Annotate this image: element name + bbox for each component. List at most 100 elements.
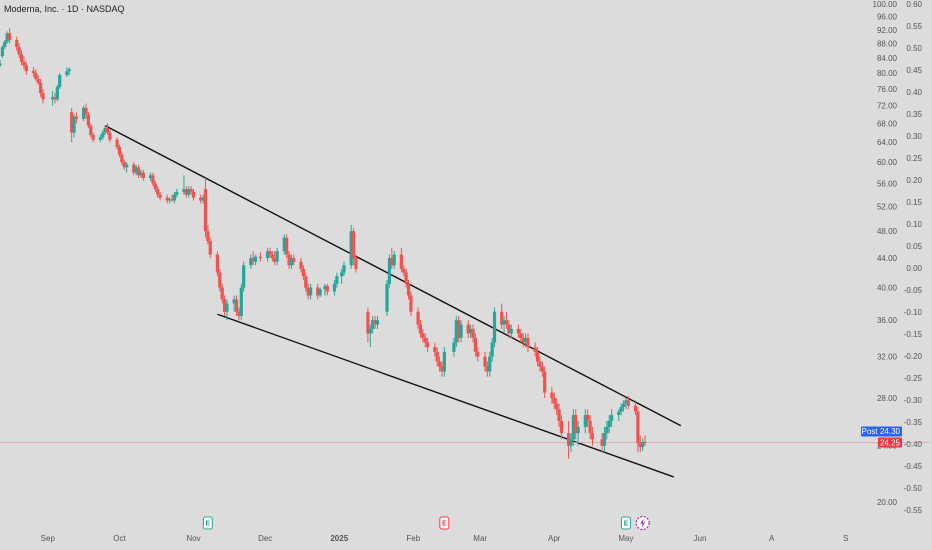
candle[interactable] — [340, 268, 344, 284]
candle[interactable] — [105, 123, 110, 135]
candle[interactable] — [621, 400, 626, 412]
candle[interactable] — [440, 361, 444, 377]
candle[interactable] — [371, 315, 375, 334]
candle[interactable] — [103, 125, 107, 135]
candle[interactable] — [53, 93, 57, 104]
candle[interactable] — [442, 347, 446, 377]
candle[interactable] — [239, 283, 243, 321]
candle[interactable] — [0, 59, 2, 68]
candle[interactable] — [533, 342, 537, 357]
candle[interactable] — [82, 105, 86, 122]
candle[interactable] — [387, 254, 392, 288]
candle[interactable] — [576, 420, 580, 446]
candle[interactable] — [242, 261, 246, 292]
candle[interactable] — [426, 337, 430, 352]
candle[interactable] — [234, 295, 239, 316]
candle[interactable] — [366, 307, 370, 343]
candle[interactable] — [488, 351, 492, 377]
candle[interactable] — [117, 144, 122, 157]
candle[interactable] — [3, 40, 7, 49]
candle[interactable] — [7, 28, 12, 44]
candle[interactable] — [418, 320, 423, 338]
candle[interactable] — [125, 162, 129, 173]
candle[interactable] — [452, 337, 456, 357]
candle[interactable] — [122, 159, 126, 170]
candle[interactable] — [607, 415, 611, 434]
candle[interactable] — [399, 247, 403, 273]
candle[interactable] — [120, 151, 124, 165]
candle[interactable] — [416, 307, 420, 329]
candle[interactable] — [70, 107, 74, 143]
candle[interactable] — [600, 433, 604, 453]
candle[interactable] — [502, 315, 506, 334]
candle[interactable] — [483, 351, 487, 372]
candle[interactable] — [602, 426, 607, 453]
candle[interactable] — [504, 311, 509, 329]
candle[interactable] — [490, 337, 494, 362]
candle[interactable] — [473, 333, 478, 357]
candle[interactable] — [292, 254, 296, 266]
candle[interactable] — [492, 307, 497, 348]
candle[interactable] — [605, 420, 609, 440]
candle[interactable] — [282, 234, 286, 255]
candle[interactable] — [617, 409, 621, 421]
candle[interactable] — [254, 254, 258, 266]
percent-axis[interactable]: 0.60 0.55 0.50 0.45 0.40 0.35 0.30 0.25 0.20 0.15… — [904, 0, 923, 515]
candle[interactable] — [182, 175, 186, 195]
candle[interactable] — [148, 172, 153, 181]
candle[interactable] — [500, 303, 504, 329]
candle[interactable] — [132, 162, 136, 176]
candle[interactable] — [55, 84, 59, 102]
candle[interactable] — [39, 78, 43, 98]
candle[interactable] — [550, 387, 554, 404]
candle[interactable] — [187, 186, 191, 198]
candle[interactable] — [586, 409, 590, 427]
candle[interactable] — [5, 31, 9, 44]
earnings-marker[interactable]: E — [439, 516, 450, 530]
candle[interactable] — [0, 45, 4, 58]
candle[interactable] — [540, 361, 544, 377]
candle[interactable] — [583, 409, 587, 434]
candle[interactable] — [136, 164, 141, 178]
candle[interactable] — [566, 420, 571, 459]
candle[interactable] — [308, 283, 313, 300]
candle[interactable] — [354, 254, 358, 273]
candle[interactable] — [41, 88, 45, 104]
candle[interactable] — [58, 73, 62, 89]
candle[interactable] — [476, 347, 480, 362]
trendline-upper[interactable] — [104, 125, 682, 427]
candle[interactable] — [643, 435, 647, 446]
candle[interactable] — [232, 295, 236, 312]
candle[interactable] — [471, 324, 475, 343]
candle[interactable] — [638, 435, 642, 453]
candle[interactable] — [402, 265, 406, 277]
candle[interactable] — [454, 315, 458, 348]
candle[interactable] — [168, 197, 172, 204]
candle[interactable] — [624, 398, 628, 410]
candle[interactable] — [156, 186, 160, 198]
candle[interactable] — [249, 254, 253, 269]
candle[interactable] — [385, 279, 389, 316]
candle[interactable] — [373, 315, 377, 329]
candle[interactable] — [435, 347, 439, 367]
candle[interactable] — [98, 134, 102, 143]
candle[interactable] — [170, 194, 174, 202]
candle[interactable] — [36, 75, 40, 85]
candle[interactable] — [91, 132, 95, 143]
candle[interactable] — [101, 130, 105, 140]
candle[interactable] — [457, 315, 461, 343]
candle[interactable] — [392, 251, 396, 269]
candle[interactable] — [633, 400, 638, 416]
candle[interactable] — [466, 320, 470, 338]
candle[interactable] — [641, 438, 645, 451]
candle[interactable] — [543, 366, 547, 399]
candle[interactable] — [626, 395, 630, 410]
candle[interactable] — [325, 283, 329, 296]
candle[interactable] — [588, 415, 592, 440]
candle[interactable] — [535, 347, 540, 367]
candle[interactable] — [31, 67, 36, 77]
candle[interactable] — [208, 237, 212, 259]
candle[interactable] — [134, 164, 138, 176]
candle[interactable] — [519, 328, 523, 343]
candle[interactable] — [74, 112, 79, 124]
